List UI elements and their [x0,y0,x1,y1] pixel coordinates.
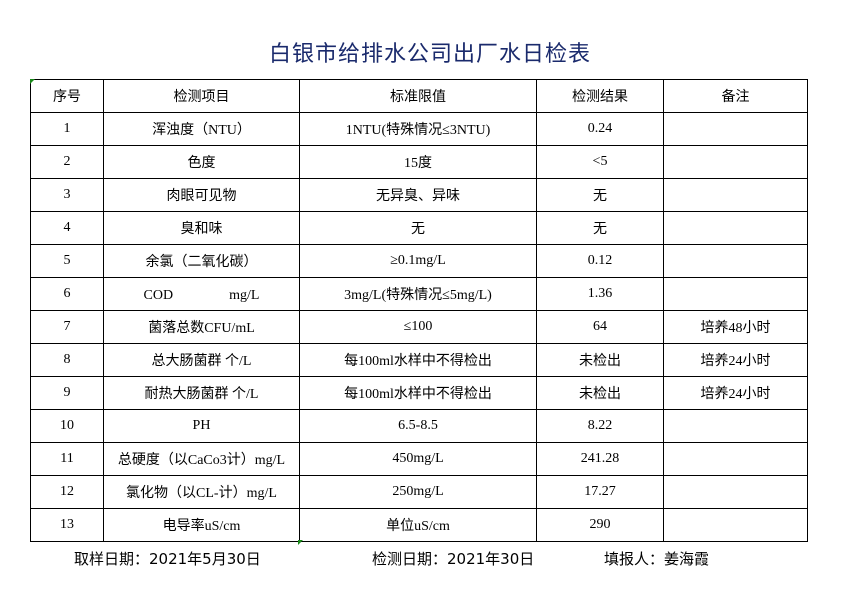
cell-remark[interactable]: 培养24小时 [663,343,808,377]
cell-result[interactable]: <5 [536,145,664,179]
header-limit: 标准限值 [299,79,537,113]
cell-remark[interactable] [663,178,808,212]
cell-result[interactable]: 无 [536,211,664,245]
cell-item[interactable]: 色度 [103,145,300,179]
cell-item[interactable]: COD mg/L [103,277,300,311]
cell-item[interactable]: 肉眼可见物 [103,178,300,212]
table-row: 8 总大肠菌群 个/L 每100ml水样中不得检出 未检出 培养24小时 [30,343,808,377]
cell-item[interactable]: 菌落总数CFU/mL [103,310,300,344]
table-row: 12 氯化物（以CL-计）mg/L 250mg/L 17.27 [30,475,808,509]
cell-limit[interactable]: 15度 [299,145,537,179]
cell-marker-icon [298,540,303,545]
cell-result[interactable]: 241.28 [536,442,664,476]
cell-result[interactable]: 1.36 [536,277,664,311]
cell-marker-icon [30,79,35,84]
cell-item[interactable]: 电导率uS/cm [103,508,300,542]
cell-index[interactable]: 10 [30,409,104,443]
cell-index[interactable]: 7 [30,310,104,344]
cell-result[interactable]: 0.12 [536,244,664,278]
table-row: 10 PH 6.5-8.5 8.22 [30,409,808,443]
cell-result[interactable]: 8.22 [536,409,664,443]
table-row: 6 COD mg/L 3mg/L(特殊情况≤5mg/L) 1.36 [30,277,808,311]
cell-index[interactable]: 12 [30,475,104,509]
cell-result[interactable]: 未检出 [536,376,664,410]
cell-remark[interactable] [663,475,808,509]
cell-remark[interactable]: 培养48小时 [663,310,808,344]
table-row: 7 菌落总数CFU/mL ≤100 64 培养48小时 [30,310,808,344]
cell-index[interactable]: 5 [30,244,104,278]
table-header-row: 序号 检测项目 标准限值 检测结果 备注 [30,79,808,113]
cell-item[interactable]: 总大肠菌群 个/L [103,343,300,377]
table-row: 1 浑浊度（NTU） 1NTU(特殊情况≤3NTU) 0.24 [30,112,808,146]
cell-index[interactable]: 4 [30,211,104,245]
inspection-table: 序号 检测项目 标准限值 检测结果 备注 1 浑浊度（NTU） 1NTU(特殊情况≤… [30,79,808,542]
cell-remark[interactable] [663,442,808,476]
header-item: 检测项目 [103,79,300,113]
reporter: 填报人：姜海霞 [604,550,710,568]
cell-index[interactable]: 9 [30,376,104,410]
cell-limit[interactable]: 每100ml水样中不得检出 [299,376,537,410]
cell-result[interactable]: 17.27 [536,475,664,509]
cell-limit[interactable]: ≤100 [299,310,537,344]
test-date: 检测日期：2021年30日 [372,550,535,568]
cell-limit[interactable]: 1NTU(特殊情况≤3NTU) [299,112,537,146]
cell-item[interactable]: 臭和味 [103,211,300,245]
cell-item[interactable]: 总硬度（以CaCo3计）mg/L [103,442,300,476]
cell-item[interactable]: 余氯（二氧化碳） [103,244,300,278]
table-row: 13 电导率uS/cm 单位uS/cm 290 [30,508,808,542]
cell-result[interactable]: 未检出 [536,343,664,377]
page-title: 白银市给排水公司出厂水日检表 [268,42,591,67]
cell-limit[interactable]: 单位uS/cm [299,508,537,542]
cell-remark[interactable] [663,508,808,542]
cell-item[interactable]: 耐热大肠菌群 个/L [103,376,300,410]
table-row: 3 肉眼可见物 无异臭、异味无 [30,178,808,212]
cell-limit[interactable]: 3mg/L(特殊情况≤5mg/L) [299,277,537,311]
table-row: 9 耐热大肠菌群 个/L 每100ml水样中不得检出 未检出 培养24小时 [30,376,808,410]
header-index: 序号 [30,79,104,113]
cell-remark[interactable] [663,409,808,443]
cell-limit[interactable]: 每100ml水样中不得检出 [299,343,537,377]
cell-result[interactable]: 64 [536,310,664,344]
cell-limit[interactable]: 无异臭、异味 [299,178,537,212]
cell-index[interactable]: 13 [30,508,104,542]
cell-result[interactable]: 0.24 [536,112,664,146]
cell-index[interactable]: 8 [30,343,104,377]
cell-remark[interactable] [663,112,808,146]
cell-item[interactable]: 浑浊度（NTU） [103,112,300,146]
sample-date: 取样日期：2021年5月30日 [74,550,261,568]
cell-remark[interactable] [663,244,808,278]
table-row: 4 臭和味无无 [30,211,808,245]
header-remark: 备注 [663,79,808,113]
table-row: 5 余氯（二氧化碳） ≥0.1mg/L 0.12 [30,244,808,278]
table-row: 2 色度 15度 <5 [30,145,808,179]
cell-index[interactable]: 6 [30,277,104,311]
cell-index[interactable]: 1 [30,112,104,146]
cell-index[interactable]: 3 [30,178,104,212]
cell-limit[interactable]: 无 [299,211,537,245]
cell-index[interactable]: 2 [30,145,104,179]
table-row: 11 总硬度（以CaCo3计）mg/L 450mg/L 241.28 [30,442,808,476]
cell-limit[interactable]: 250mg/L [299,475,537,509]
cell-result[interactable]: 无 [536,178,664,212]
header-result: 检测结果 [536,79,664,113]
cell-item[interactable]: PH [103,409,300,443]
cell-index[interactable]: 11 [30,442,104,476]
cell-limit[interactable]: 6.5-8.5 [299,409,537,443]
cell-remark[interactable] [663,277,808,311]
cell-remark[interactable] [663,211,808,245]
cell-remark[interactable] [663,145,808,179]
cell-remark[interactable]: 培养24小时 [663,376,808,410]
cell-limit[interactable]: ≥0.1mg/L [299,244,537,278]
cell-result[interactable]: 290 [536,508,664,542]
cell-limit[interactable]: 450mg/L [299,442,537,476]
cell-item[interactable]: 氯化物（以CL-计）mg/L [103,475,300,509]
